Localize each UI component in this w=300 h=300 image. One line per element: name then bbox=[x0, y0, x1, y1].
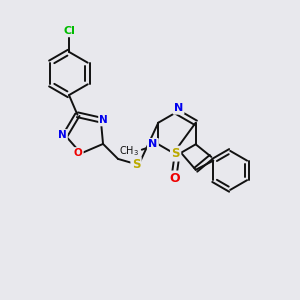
Text: CH$_3$: CH$_3$ bbox=[119, 144, 140, 158]
Text: N: N bbox=[58, 130, 67, 140]
Text: N: N bbox=[174, 103, 183, 113]
Text: N: N bbox=[100, 115, 108, 125]
Text: O: O bbox=[169, 172, 180, 185]
Text: S: S bbox=[132, 158, 140, 170]
Text: S: S bbox=[171, 147, 180, 160]
Text: O: O bbox=[74, 148, 82, 158]
Text: Cl: Cl bbox=[63, 26, 75, 36]
Text: N: N bbox=[148, 139, 158, 149]
